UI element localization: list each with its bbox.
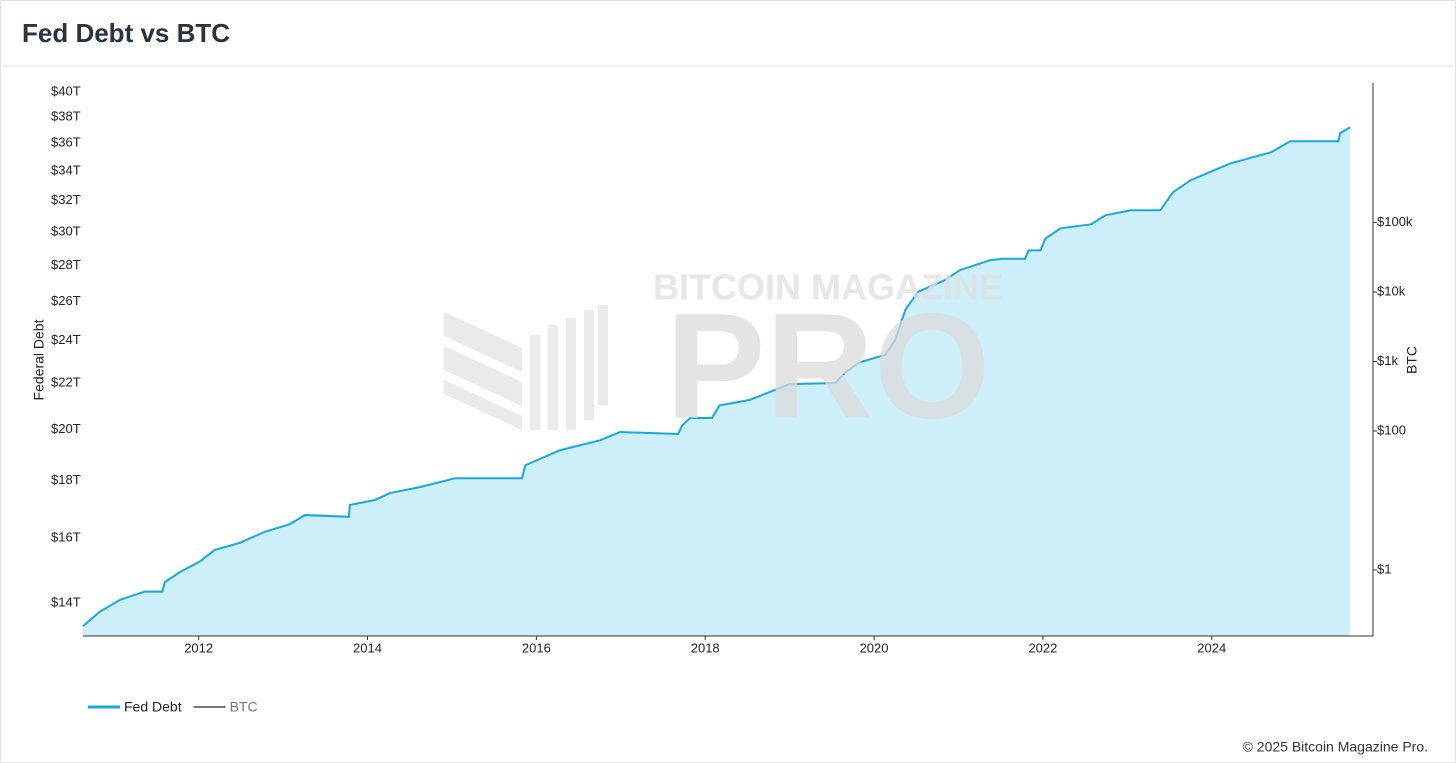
y-tick-label: $30T bbox=[51, 223, 81, 238]
y2-tick-label: $10k bbox=[1377, 283, 1406, 298]
legend-label: BTC bbox=[230, 699, 258, 715]
page-title: Fed Debt vs BTC bbox=[22, 18, 230, 48]
watermark-main: PRO bbox=[665, 282, 990, 450]
footer: © 2025 Bitcoin Magazine Pro. bbox=[1243, 739, 1428, 755]
x-tick-label: 2016 bbox=[522, 640, 551, 655]
y-tick-label: $16T bbox=[51, 529, 81, 544]
y-tick-label: $18T bbox=[51, 472, 81, 487]
y-tick-label: $24T bbox=[51, 332, 81, 347]
x-tick-label: 2022 bbox=[1028, 640, 1057, 655]
x-tick-label: 2014 bbox=[353, 640, 382, 655]
area-fill bbox=[83, 127, 1351, 637]
x-tick-label: 2018 bbox=[691, 640, 720, 655]
y-tick-label: $14T bbox=[51, 594, 81, 609]
watermark-logo bbox=[444, 305, 608, 430]
y-axis-title: Federal Debt bbox=[31, 319, 47, 400]
y-tick-label: $40T bbox=[51, 83, 81, 98]
y-tick-label: $26T bbox=[51, 293, 81, 308]
y2-tick-label: $100k bbox=[1377, 214, 1413, 229]
y-tick-label: $20T bbox=[51, 421, 81, 436]
x-tick-label: 2020 bbox=[860, 640, 889, 655]
y-tick-label: $22T bbox=[51, 374, 81, 389]
x-tick-label: 2024 bbox=[1197, 640, 1226, 655]
watermark-top: BITCOIN MAGAZINE bbox=[653, 267, 1003, 308]
y-tick-label: $36T bbox=[51, 135, 81, 150]
legend-label: Fed Debt bbox=[124, 699, 182, 715]
x-tick-label: 2012 bbox=[184, 640, 213, 655]
y-tick-label: $34T bbox=[51, 163, 81, 178]
y-tick-label: $32T bbox=[51, 192, 81, 207]
y2-tick-label: $100 bbox=[1377, 422, 1406, 437]
watermark: BITCOIN MAGAZINE PRO bbox=[444, 267, 1003, 450]
y2-tick-label: $1 bbox=[1377, 561, 1391, 576]
series-line bbox=[82, 126, 1351, 627]
y-tick-label: $28T bbox=[51, 257, 81, 272]
y2-tick-label: $1k bbox=[1377, 353, 1398, 368]
legend-item[interactable]: BTC bbox=[193, 699, 258, 715]
y2-axis-title: BTC bbox=[1404, 346, 1420, 374]
y-tick-label: $38T bbox=[51, 108, 81, 123]
legend-item[interactable]: Fed Debt bbox=[88, 699, 182, 715]
